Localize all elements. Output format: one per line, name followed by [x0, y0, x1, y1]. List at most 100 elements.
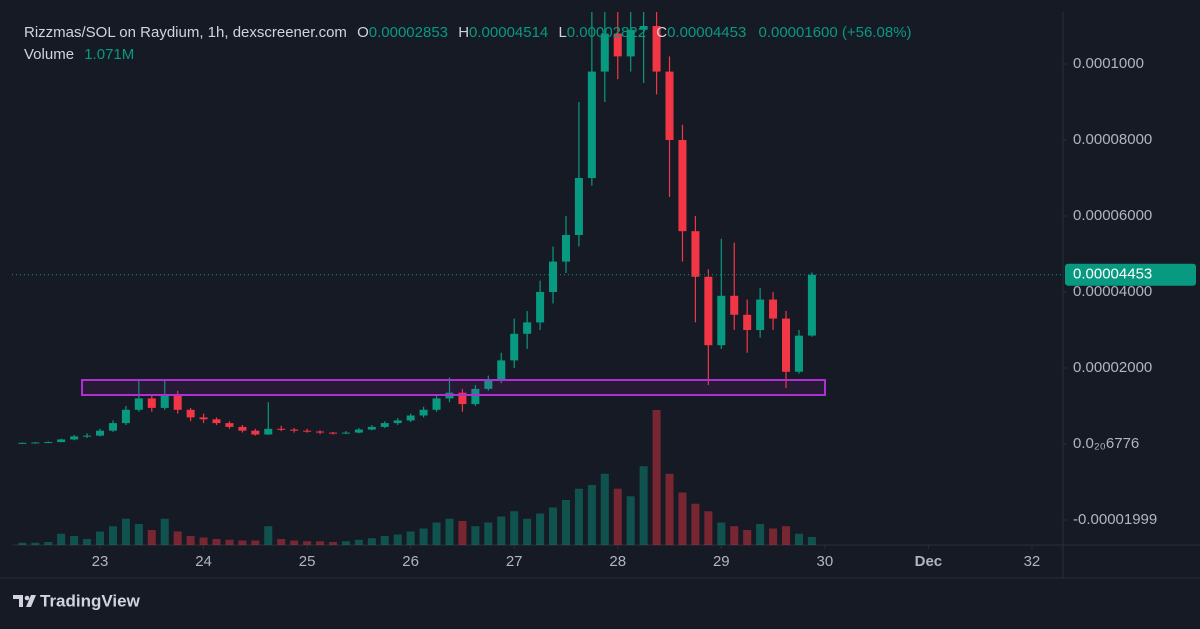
candle-body — [18, 442, 27, 444]
volume-bar — [147, 530, 156, 545]
candle-body — [303, 430, 312, 432]
volume-bar — [328, 542, 338, 545]
candle-body — [743, 314, 752, 330]
volume-bar — [83, 539, 92, 545]
volume-bar — [549, 507, 558, 545]
candle-body — [121, 409, 130, 424]
ohlc-label: O — [357, 24, 369, 41]
y-tick-label: 0.00004000 — [1073, 283, 1152, 300]
candle-body — [264, 428, 273, 435]
candle-body — [678, 139, 687, 232]
volume-bar — [613, 488, 622, 545]
candle-body — [108, 423, 117, 431]
x-tick-label: Dec — [915, 553, 943, 570]
candle-body — [225, 423, 234, 427]
tradingview-logo: TradingView — [13, 591, 141, 610]
candle-body — [199, 417, 208, 420]
candle-body — [406, 415, 415, 421]
volume-bar — [380, 536, 389, 545]
volume-bar — [458, 521, 467, 545]
volume-bar — [626, 496, 635, 545]
volume-bar — [510, 511, 519, 545]
candle-body — [134, 398, 143, 410]
volume-bar — [691, 503, 700, 545]
volume-bar — [18, 542, 27, 545]
volume-bar — [484, 522, 493, 545]
candle-body — [561, 234, 570, 262]
candle-body — [96, 430, 105, 436]
x-tick-label: 27 — [506, 553, 523, 570]
candle-body — [354, 429, 363, 433]
candle-body — [523, 322, 532, 334]
candle-body — [380, 423, 389, 427]
candle-body — [316, 431, 325, 433]
volume-bar — [432, 522, 441, 545]
volume-bar — [367, 538, 376, 545]
x-tick-label: 29 — [713, 553, 730, 570]
volume-bar — [419, 528, 428, 545]
candle-body — [769, 299, 778, 319]
volume-bar — [134, 524, 143, 545]
volume-bar — [536, 513, 545, 545]
candle-body — [756, 299, 765, 330]
volume-bar — [225, 539, 234, 545]
volume-bar — [639, 466, 648, 545]
candle-body — [147, 398, 156, 408]
volume-bar — [717, 522, 726, 545]
volume-bar — [497, 516, 506, 545]
candle-body — [717, 295, 726, 346]
volume-bar — [807, 536, 816, 545]
volume-bar — [704, 511, 713, 545]
candle-body — [549, 261, 558, 292]
candle-body — [173, 394, 182, 410]
x-tick-label: 26 — [402, 553, 419, 570]
x-tick-label: 32 — [1024, 553, 1041, 570]
candle-body — [419, 409, 428, 416]
logo-mark — [26, 595, 36, 607]
support-zone — [81, 379, 826, 396]
volume-bar — [212, 539, 221, 545]
y-tick-label: -0.00001999 — [1073, 511, 1157, 528]
last-price-label: 0.00004453 — [1073, 266, 1152, 283]
volume-bar — [96, 531, 105, 545]
candle-body — [497, 360, 506, 380]
candle-body — [781, 318, 791, 372]
volume-bar — [393, 534, 402, 545]
brand: TradingView — [40, 591, 141, 610]
candle-body — [536, 291, 545, 323]
volume-bar — [730, 526, 739, 545]
candle-body — [328, 432, 338, 434]
volume-bar — [70, 536, 79, 545]
axes: 0.00010000.000080000.000060000.000040000… — [12, 55, 1196, 570]
candle-body — [186, 409, 195, 418]
candle-body — [44, 442, 53, 444]
change-value: 0.00001600 (+56.08%) — [758, 24, 911, 41]
candle-body — [393, 420, 402, 424]
volume-legend: Volume 1.071M — [24, 46, 134, 63]
candle-body — [613, 33, 622, 57]
ohlc-label: H — [458, 24, 469, 41]
candle-body — [574, 177, 583, 235]
volume-bar — [57, 533, 66, 545]
y-tick-label: 0.0₂₀6776 — [1073, 435, 1139, 452]
candle-body — [212, 419, 221, 424]
candle-body — [484, 379, 493, 389]
volume-bar — [743, 530, 752, 545]
volume-bar — [199, 537, 208, 545]
candle-body — [704, 276, 713, 346]
candle-body — [652, 25, 661, 72]
volume-bar — [341, 541, 350, 545]
candle-body — [277, 428, 286, 430]
y-tick-label: 0.00002000 — [1073, 359, 1152, 376]
x-tick-label: 30 — [816, 553, 833, 570]
volume-bar — [574, 488, 583, 545]
volume-bar — [523, 518, 532, 545]
candle-body — [160, 394, 169, 408]
last-price-badge — [1065, 263, 1196, 286]
y-tick-label: 0.00006000 — [1073, 207, 1152, 224]
volume-bar — [652, 410, 661, 545]
volume-bar — [238, 540, 247, 545]
candle-body — [238, 426, 247, 431]
